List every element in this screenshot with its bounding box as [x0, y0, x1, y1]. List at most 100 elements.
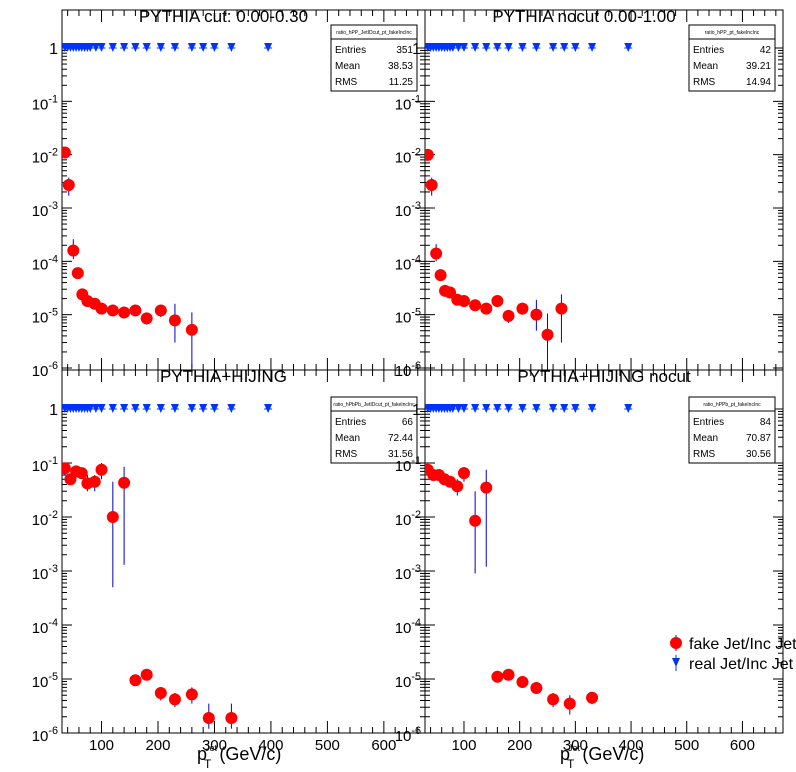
fake-point: [516, 302, 529, 315]
legend-label: real Jet/Inc Jet: [689, 656, 794, 673]
fake-point: [140, 312, 153, 325]
x-tick-label: 600: [730, 737, 755, 754]
fake-point: [168, 693, 181, 706]
fake-point: [480, 302, 493, 315]
real-point: [210, 404, 219, 413]
fake-point: [425, 148, 434, 161]
stats-box-frame: [688, 24, 776, 92]
x-tick-label: 300: [563, 737, 588, 754]
y-tick-label: 10-6: [395, 360, 421, 380]
y-tick-label: 10-4: [32, 253, 58, 273]
stats-label: RMS: [335, 77, 358, 88]
y-tick-label: 1: [412, 402, 421, 419]
stats-label: RMS: [693, 77, 716, 88]
x-tick-label: 100: [451, 737, 476, 754]
stats-box: ratio_hPP_JetIDcut_pt_fakeIncInc Entries 3…: [330, 24, 418, 92]
y-tick-label: 10-3: [395, 200, 421, 220]
y-tick-label: 10-6: [395, 725, 421, 745]
stats-label: Entries: [335, 45, 366, 56]
fake-point: [530, 682, 543, 695]
fake-point: [444, 286, 457, 299]
data-layer: [62, 404, 273, 729]
stats-value: 70.87: [746, 433, 771, 444]
fake-point: [530, 308, 543, 321]
fake-point: [225, 711, 238, 724]
real-point: [504, 43, 513, 52]
fake-point: [62, 146, 71, 159]
y-tick-label: 10-4: [395, 617, 421, 637]
fake-point: [62, 178, 75, 191]
fake-point: [502, 668, 515, 681]
real-point: [560, 404, 569, 413]
stats-value: 351: [396, 45, 413, 56]
panel-title: PYTHIA cut: 0.00-0.30: [139, 7, 308, 26]
real-point: [493, 404, 502, 413]
real-point: [108, 43, 117, 52]
y-tick-label: 10-3: [32, 563, 58, 583]
x-tick-label: 200: [507, 737, 532, 754]
stats-histogram-name: ratio_hPP_pt_fakeIncInc: [705, 30, 760, 36]
fake-point: [502, 309, 515, 322]
fake-point: [129, 674, 142, 687]
x-tick-label: 200: [145, 737, 170, 754]
real-point: [560, 43, 569, 52]
real-point: [91, 404, 100, 413]
stats-value: 11.25: [389, 77, 414, 88]
fake-point: [491, 670, 504, 683]
real-point: [264, 404, 273, 413]
real-point: [448, 404, 457, 413]
fake-point: [95, 463, 108, 476]
x-tick-label: 600: [371, 737, 396, 754]
stats-label: RMS: [693, 449, 716, 460]
stats-value: 30.56: [746, 449, 771, 460]
y-tick-label: 10-3: [395, 563, 421, 583]
stats-value: 72.44: [388, 433, 413, 444]
legend: fake Jet/Inc Jet real Jet/Inc Jet: [670, 635, 796, 673]
real-point: [227, 43, 236, 52]
fake-point: [95, 302, 108, 315]
real-point: [493, 43, 502, 52]
fake-point: [185, 688, 198, 701]
y-tick-label: 10-1: [32, 93, 58, 113]
fake-point: [67, 244, 80, 257]
y-tick-label: 10-1: [395, 455, 421, 475]
stats-histogram-name: ratio_hPP_JetIDcut_pt_fakeIncInc: [336, 30, 412, 36]
fake-point: [586, 691, 599, 704]
real-point: [624, 43, 633, 52]
real-point: [588, 43, 597, 52]
fake-point: [106, 304, 119, 317]
x-axis-label: pJet T (GeV/c): [560, 743, 644, 771]
legend-label: fake Jet/Inc Jet: [689, 636, 796, 653]
real-point: [624, 404, 633, 413]
real-point: [131, 404, 140, 413]
stats-box: ratio_hPPb_pt_fakeIncInc Entries 84 Mean 70.…: [688, 396, 776, 464]
y-tick-label: 10-5: [395, 307, 421, 327]
fake-point: [106, 511, 119, 523]
real-point: [199, 43, 208, 52]
real-point: [471, 404, 480, 413]
real-point: [459, 43, 468, 52]
data-layer: [425, 43, 633, 370]
stats-value: 31.56: [388, 449, 413, 460]
fake-point: [154, 687, 167, 700]
real-point: [549, 43, 558, 52]
x-tick-label: 300: [202, 737, 227, 754]
fake-point: [469, 514, 482, 527]
y-tick-label: 1: [412, 41, 421, 58]
stats-value: 42: [760, 45, 772, 56]
fake-point: [168, 314, 181, 327]
real-point: [210, 43, 219, 52]
y-tick-label: 10-2: [32, 509, 58, 529]
real-point: [97, 43, 106, 52]
x-tick-label: 100: [89, 737, 114, 754]
y-tick-label: 1: [49, 402, 58, 419]
fake-point: [140, 668, 153, 681]
stats-label: Mean: [693, 433, 718, 444]
fake-point: [434, 269, 447, 282]
fake-point: [118, 306, 131, 319]
real-point: [170, 43, 179, 52]
real-point: [91, 43, 100, 52]
y-tick-label: 10-6: [32, 725, 58, 745]
real-point: [187, 43, 196, 52]
fake-point: [563, 697, 576, 710]
